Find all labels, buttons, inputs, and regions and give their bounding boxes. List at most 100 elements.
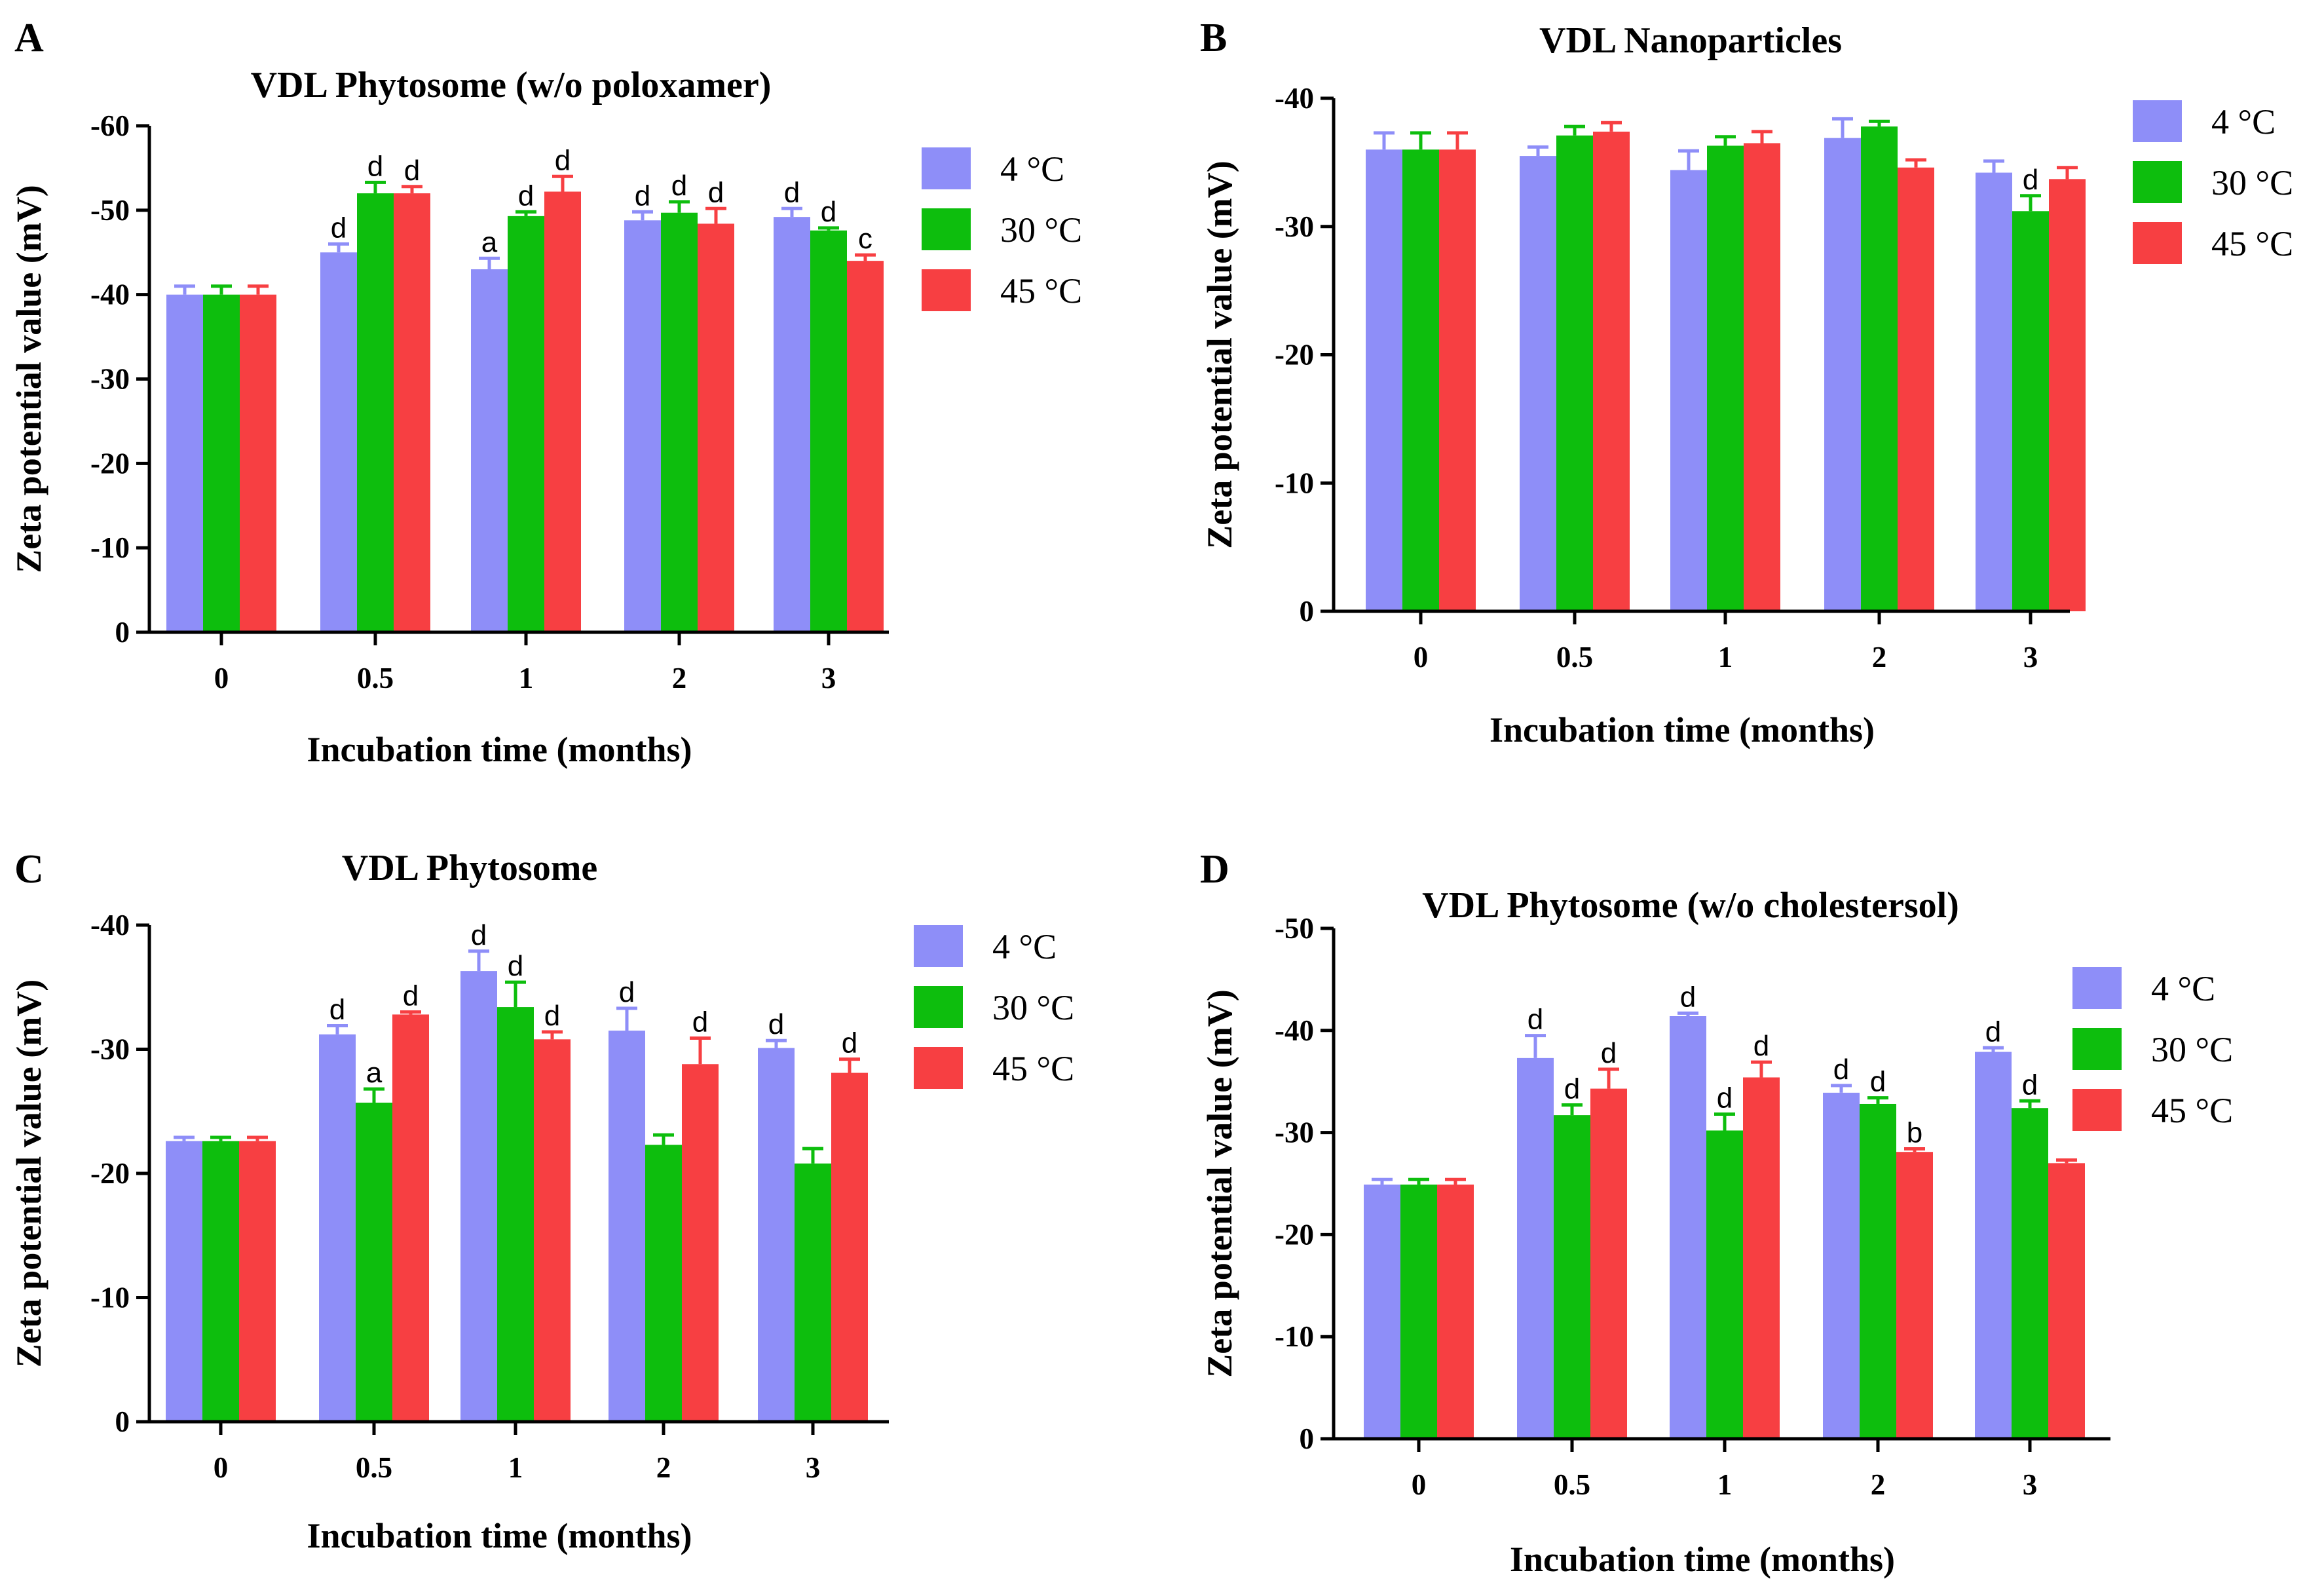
bar-45c-0 [239,1141,276,1422]
legend-label-30c: 30 °C [2151,1030,2233,1069]
legend-label-4c: 4 °C [1000,149,1064,189]
significance-label: a [481,226,498,258]
significance-label: d [2022,1069,2038,1101]
x-tick-label: 0.5 [1554,1468,1590,1501]
bar-30c-0.5 [357,193,394,633]
y-tick-label: -40 [90,278,130,311]
bar-30c-1 [497,1007,534,1422]
bar-4c-2 [609,1031,645,1422]
legend-swatch-4c [2072,967,2122,1009]
y-tick-label: -20 [1275,339,1314,371]
bar-45c-2 [1898,167,1934,611]
y-axis-title: Zeta potential value (mV) [9,185,48,573]
bar-4c-1 [1670,170,1707,611]
significance-label: d [471,919,487,951]
significance-label: d [1833,1054,1849,1086]
legend-label-30c: 30 °C [2211,163,2293,202]
bar-45c-3 [2049,179,2086,611]
significance-label: d [692,1006,708,1038]
bar-30c-3 [2012,1108,2048,1439]
legend-label-4c: 4 °C [2211,102,2276,142]
significance-label: d [555,144,571,176]
legend-label-45c: 45 °C [2211,224,2293,263]
bar-45c-0.5 [392,1014,429,1422]
y-axis-title: Zeta potential value (mV) [1200,161,1239,548]
y-tick-label: -20 [1275,1218,1314,1251]
y-tick-label: -20 [90,1157,130,1190]
bar-4c-1 [460,971,497,1422]
chart-title: VDL Phytosome [342,848,597,888]
x-tick-label: 0 [214,662,229,694]
bar-45c-2 [1896,1152,1933,1439]
significance-label: d [329,993,345,1025]
legend-swatch-45c [922,269,971,311]
y-tick-label: -30 [90,363,130,396]
y-tick-label: -30 [90,1033,130,1066]
y-tick-label: -30 [1275,1116,1314,1149]
chart-title: VDL Phytosome (w/o poloxamer) [251,65,772,105]
x-axis-title: Incubation time (months) [307,1516,692,1555]
bar-30c-0 [202,1141,239,1422]
legend-label-4c: 4 °C [992,927,1057,966]
bar-4c-0 [166,294,203,633]
bar-4c-0.5 [1517,1057,1554,1439]
significance-label: d [1717,1082,1733,1114]
bar-30c-1 [1707,145,1744,612]
y-tick-label: -50 [90,194,130,227]
significance-label: d [544,1000,560,1032]
bar-45c-3 [2048,1163,2085,1439]
bar-45c-0.5 [394,193,430,633]
bar-30c-3 [795,1163,831,1422]
x-tick-label: 2 [672,662,687,694]
bar-30c-0 [1402,149,1439,612]
bar-45c-2 [698,223,734,632]
significance-label: d [367,150,383,182]
y-axis-title: Zeta potential value (mV) [9,979,48,1367]
x-tick-label: 2 [1871,1468,1886,1501]
significance-label: d [1527,1004,1543,1036]
x-tick-label: 0 [1414,641,1429,674]
bar-45c-2 [682,1064,719,1422]
legend-label-45c: 45 °C [2151,1091,2233,1130]
bar-4c-3 [758,1048,795,1422]
legend-label-45c: 45 °C [992,1049,1074,1088]
bar-4c-2 [1823,1092,1860,1439]
significance-label: c [858,223,872,255]
bar-45c-0.5 [1590,1088,1627,1439]
y-tick-label: -40 [1275,82,1314,115]
legend-swatch-30c [914,986,963,1028]
y-tick-label: -10 [90,1282,130,1314]
legend-label-30c: 30 °C [1000,210,1082,250]
x-tick-label: 1 [1717,1468,1733,1501]
y-tick-label: -50 [1275,912,1314,945]
bar-30c-2 [1860,1103,1896,1439]
legend-label-45c: 45 °C [1000,271,1082,311]
significance-label: d [1985,1016,2001,1048]
significance-label: d [671,170,687,202]
significance-label: d [1601,1037,1617,1069]
y-axis-title: Zeta potential value (mV) [1200,989,1239,1377]
bar-30c-3 [2012,211,2049,611]
y-tick-label: -40 [90,909,130,941]
x-tick-label: 3 [821,662,836,694]
legend-swatch-45c [2072,1089,2122,1131]
significance-label: d [1680,981,1696,1013]
x-tick-label: 0.5 [357,662,394,694]
legend-swatch-30c [2072,1028,2122,1070]
significance-label: d [1870,1066,1886,1098]
bar-45c-1 [534,1039,571,1422]
significance-label: d [331,212,347,244]
x-tick-label: 3 [2023,1468,2038,1501]
chart-title: VDL Phytosome (w/o cholestersol) [1422,885,1959,926]
panel-letter: A [14,16,44,60]
x-tick-label: 1 [1718,641,1733,674]
significance-label: d [842,1027,857,1059]
panel-letter: B [1200,16,1227,60]
bar-45c-0 [1439,149,1476,612]
bar-45c-0 [1437,1185,1474,1439]
x-tick-label: 1 [519,662,534,694]
significance-label: d [1753,1030,1769,1062]
